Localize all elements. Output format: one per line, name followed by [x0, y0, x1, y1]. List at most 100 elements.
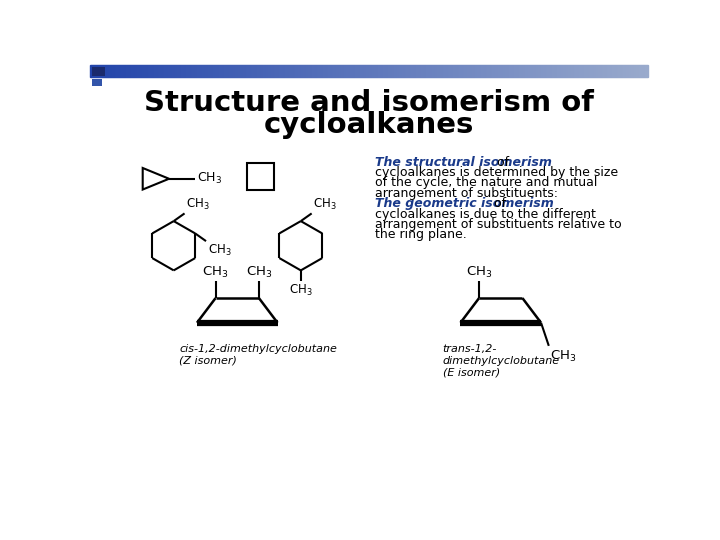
Bar: [163, 65, 164, 77]
Bar: [150, 65, 151, 77]
Bar: [454, 65, 455, 77]
Bar: [386, 65, 387, 77]
Bar: [191, 65, 192, 77]
Bar: [98, 65, 99, 77]
Bar: [325, 65, 326, 77]
Bar: [117, 65, 118, 77]
Bar: [558, 65, 559, 77]
Bar: [505, 65, 506, 77]
Bar: [361, 65, 362, 77]
Bar: [230, 65, 231, 77]
Bar: [520, 65, 521, 77]
Bar: [207, 65, 208, 77]
Bar: [631, 65, 632, 77]
Bar: [487, 65, 488, 77]
Bar: [291, 65, 292, 77]
Bar: [398, 65, 399, 77]
Bar: [524, 65, 525, 77]
Bar: [327, 65, 328, 77]
Bar: [526, 65, 527, 77]
Bar: [148, 65, 149, 77]
Bar: [513, 65, 514, 77]
Bar: [349, 65, 350, 77]
Bar: [628, 65, 629, 77]
Bar: [580, 65, 581, 77]
Bar: [515, 65, 516, 77]
Bar: [598, 65, 599, 77]
Bar: [250, 65, 251, 77]
Bar: [365, 65, 366, 77]
Bar: [155, 65, 156, 77]
Bar: [528, 65, 529, 77]
Bar: [480, 65, 481, 77]
Bar: [348, 65, 349, 77]
Bar: [413, 65, 414, 77]
Bar: [254, 65, 255, 77]
Bar: [410, 65, 411, 77]
Bar: [142, 65, 143, 77]
Bar: [160, 65, 161, 77]
Bar: [338, 65, 339, 77]
Bar: [554, 65, 555, 77]
Bar: [234, 65, 235, 77]
Bar: [212, 65, 213, 77]
Bar: [600, 65, 601, 77]
Bar: [373, 65, 374, 77]
Bar: [538, 65, 539, 77]
Bar: [409, 65, 410, 77]
Bar: [401, 65, 402, 77]
Bar: [304, 65, 305, 77]
Bar: [607, 65, 608, 77]
Bar: [604, 65, 605, 77]
Bar: [363, 65, 364, 77]
Bar: [192, 65, 193, 77]
Bar: [626, 65, 627, 77]
Bar: [439, 65, 441, 77]
Bar: [177, 65, 178, 77]
Bar: [198, 65, 199, 77]
Bar: [572, 65, 573, 77]
Bar: [141, 65, 142, 77]
Bar: [284, 65, 285, 77]
Bar: [323, 65, 324, 77]
Text: Structure and isomerism of: Structure and isomerism of: [144, 89, 594, 117]
Bar: [180, 65, 181, 77]
Bar: [125, 65, 126, 77]
Bar: [512, 65, 513, 77]
Bar: [286, 65, 287, 77]
Bar: [171, 65, 172, 77]
Bar: [152, 65, 153, 77]
Bar: [502, 65, 503, 77]
Bar: [416, 65, 417, 77]
Bar: [509, 65, 510, 77]
Bar: [188, 65, 189, 77]
Bar: [261, 65, 262, 77]
Text: trans-1,2-
dimethylcyclobutane
(E isomer): trans-1,2- dimethylcyclobutane (E isomer…: [443, 345, 559, 377]
Bar: [208, 65, 209, 77]
Bar: [337, 65, 338, 77]
Bar: [292, 65, 293, 77]
Bar: [579, 65, 580, 77]
Bar: [319, 65, 320, 77]
Bar: [393, 65, 394, 77]
Bar: [193, 65, 194, 77]
Bar: [584, 65, 585, 77]
Bar: [331, 65, 332, 77]
Bar: [510, 65, 512, 77]
Bar: [616, 65, 617, 77]
Bar: [593, 65, 594, 77]
Bar: [492, 65, 493, 77]
Bar: [367, 65, 368, 77]
Bar: [417, 65, 418, 77]
Bar: [496, 65, 497, 77]
Bar: [223, 65, 224, 77]
Bar: [594, 65, 595, 77]
Bar: [324, 65, 325, 77]
Bar: [182, 65, 183, 77]
Bar: [407, 65, 408, 77]
Bar: [452, 65, 453, 77]
Bar: [425, 65, 426, 77]
Bar: [334, 65, 335, 77]
Bar: [90, 65, 91, 77]
Bar: [91, 65, 92, 77]
